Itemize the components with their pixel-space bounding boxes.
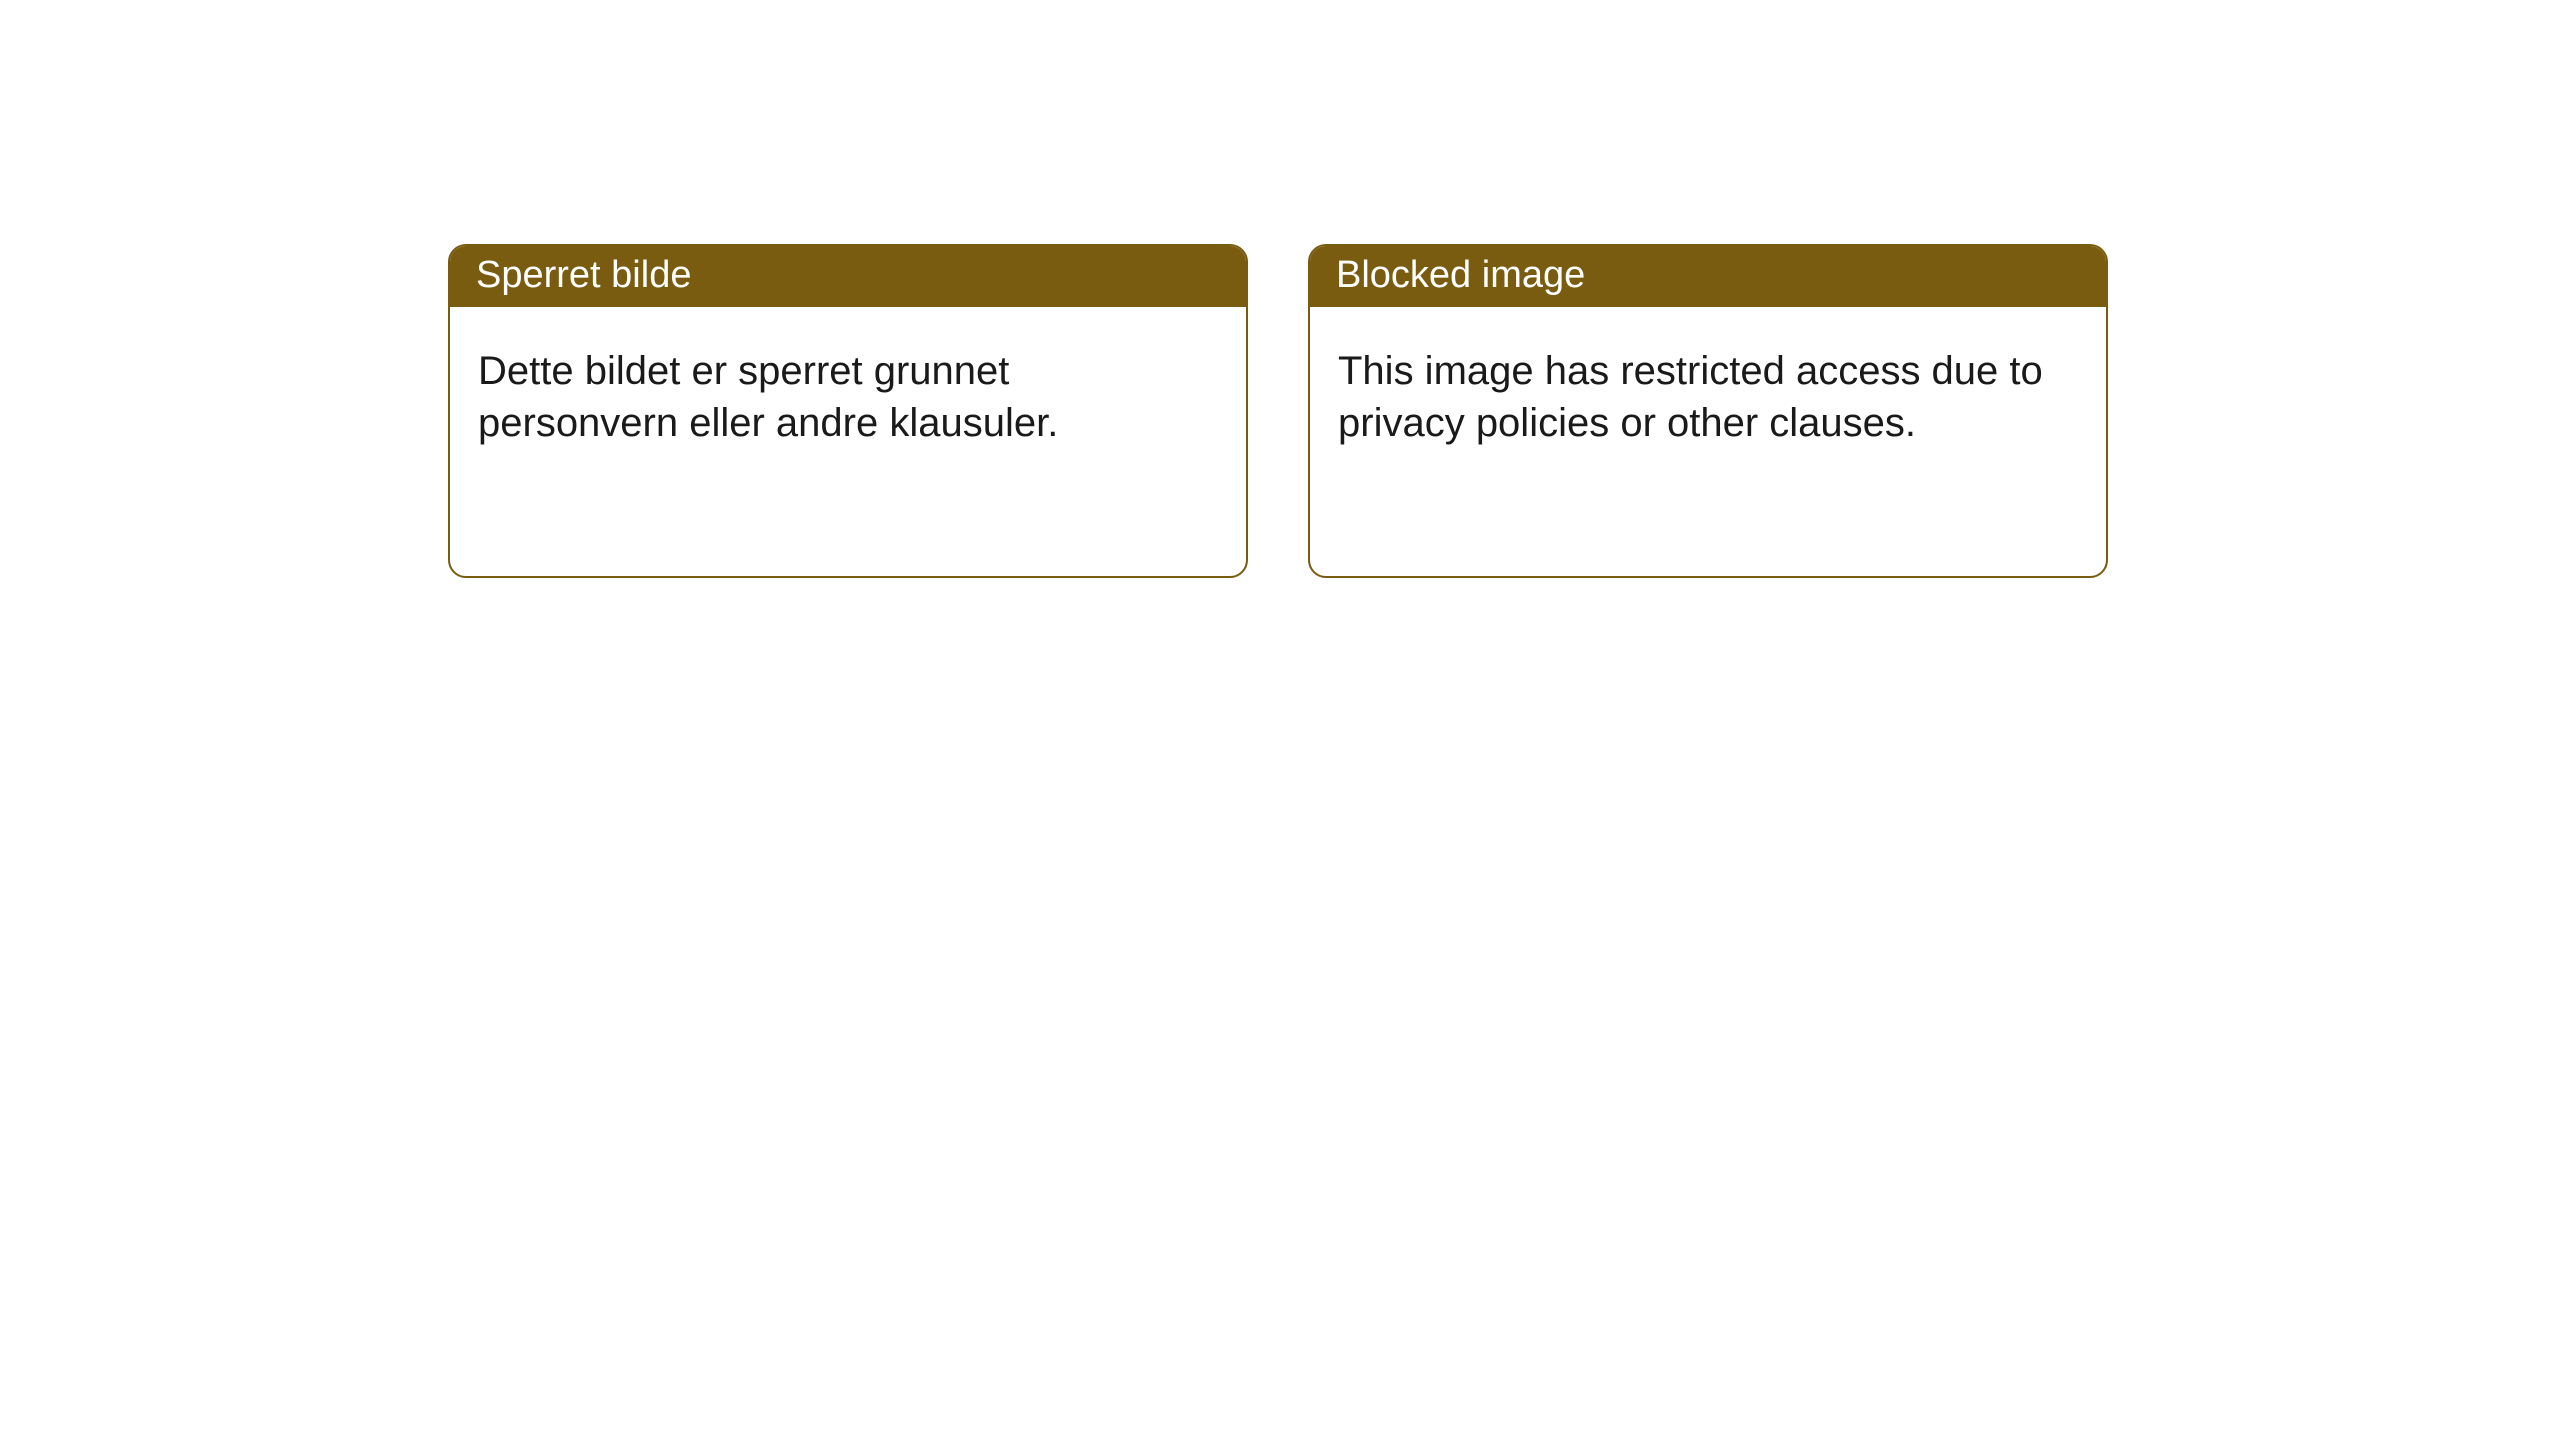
card-header-english: Blocked image <box>1310 246 2106 307</box>
card-body-english: This image has restricted access due to … <box>1310 307 2106 477</box>
card-header-norwegian: Sperret bilde <box>450 246 1246 307</box>
card-body-norwegian: Dette bildet er sperret grunnet personve… <box>450 307 1246 477</box>
blocked-image-card-norwegian: Sperret bilde Dette bildet er sperret gr… <box>448 244 1248 578</box>
blocked-image-card-english: Blocked image This image has restricted … <box>1308 244 2108 578</box>
notice-cards-container: Sperret bilde Dette bildet er sperret gr… <box>448 244 2108 578</box>
